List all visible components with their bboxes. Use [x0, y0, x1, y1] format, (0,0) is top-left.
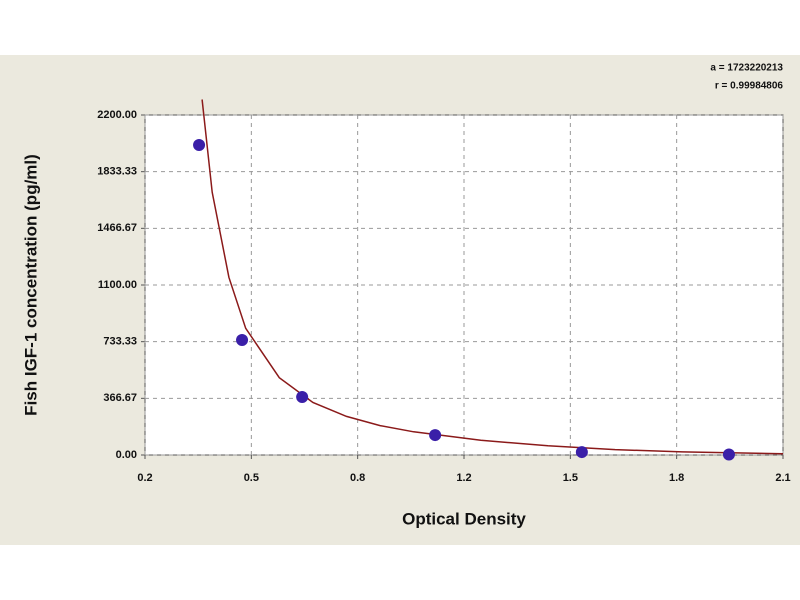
- data-point: [236, 334, 249, 347]
- x-tick-label: 1.2: [456, 472, 471, 484]
- data-point: [575, 446, 588, 459]
- y-tick-label: 2200.00: [97, 109, 137, 121]
- annotation: r = 0.99984806: [715, 81, 784, 92]
- y-tick-label: 1833.33: [97, 166, 137, 178]
- y-tick-label: 0.00: [116, 449, 137, 461]
- x-tick-label: 0.5: [244, 472, 259, 484]
- x-tick-label: 2.1: [775, 472, 790, 484]
- y-tick-label: 1100.00: [98, 279, 137, 291]
- x-tick-label: 1.5: [563, 472, 578, 484]
- x-axis-title: Optical Density: [402, 509, 526, 528]
- x-tick-label: 0.8: [350, 472, 365, 484]
- fit-curve: [201, 99, 783, 455]
- annotation: a = 1723220213: [710, 63, 783, 74]
- y-tick-label: 1466.67: [97, 222, 137, 234]
- x-tick-label: 0.2: [137, 472, 152, 484]
- data-point: [193, 138, 206, 151]
- data-point: [722, 448, 735, 461]
- y-tick-label: 733.33: [103, 336, 137, 348]
- y-tick-label: 366.67: [103, 392, 137, 404]
- y-axis-title: Fish IGF-1 concentration (pg/ml): [21, 154, 40, 416]
- data-point: [429, 429, 442, 442]
- x-tick-label: 1.8: [669, 472, 684, 484]
- data-point: [296, 391, 309, 404]
